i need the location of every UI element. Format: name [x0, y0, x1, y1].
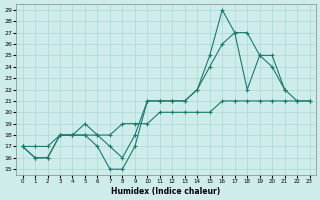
X-axis label: Humidex (Indice chaleur): Humidex (Indice chaleur)	[111, 187, 221, 196]
